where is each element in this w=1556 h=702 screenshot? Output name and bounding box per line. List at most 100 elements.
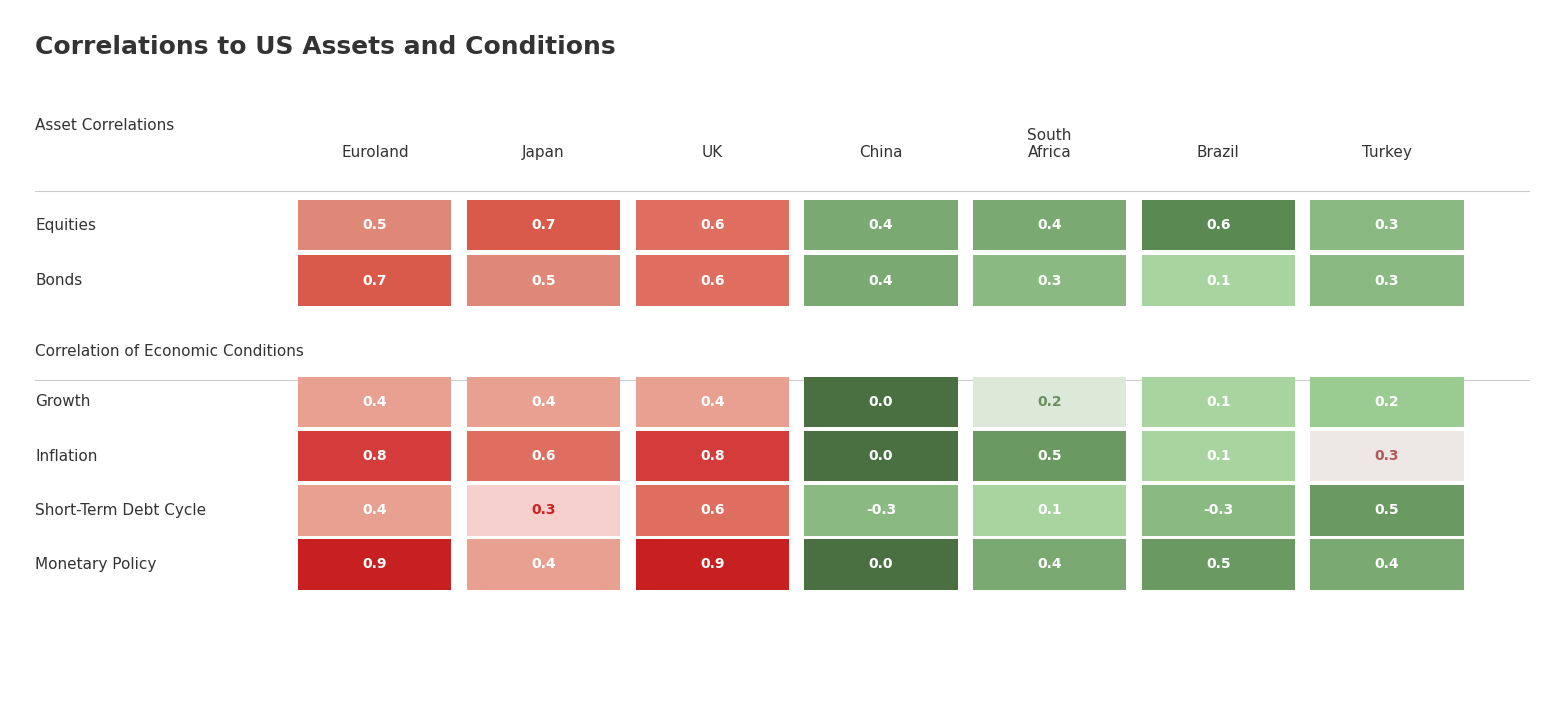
Text: 0.4: 0.4 [700, 395, 725, 409]
Text: Asset Correlations: Asset Correlations [36, 118, 174, 133]
Text: 0.5: 0.5 [363, 218, 387, 232]
Text: 0.4: 0.4 [363, 503, 387, 517]
FancyBboxPatch shape [299, 256, 451, 306]
Text: 0.3: 0.3 [531, 503, 555, 517]
FancyBboxPatch shape [635, 539, 789, 590]
Text: Brazil: Brazil [1197, 145, 1240, 160]
FancyBboxPatch shape [467, 256, 621, 306]
FancyBboxPatch shape [299, 431, 451, 482]
FancyBboxPatch shape [1142, 431, 1295, 482]
Text: -0.3: -0.3 [865, 503, 896, 517]
Text: 0.0: 0.0 [868, 449, 893, 463]
FancyBboxPatch shape [972, 485, 1127, 536]
Text: 0.3: 0.3 [1376, 274, 1399, 288]
FancyBboxPatch shape [804, 377, 957, 428]
FancyBboxPatch shape [972, 200, 1127, 251]
Text: Japan: Japan [523, 145, 565, 160]
Text: Correlation of Economic Conditions: Correlation of Economic Conditions [36, 343, 303, 359]
Text: Growth: Growth [36, 395, 90, 409]
FancyBboxPatch shape [972, 377, 1127, 428]
Text: 0.3: 0.3 [1376, 449, 1399, 463]
FancyBboxPatch shape [1142, 377, 1295, 428]
FancyBboxPatch shape [1310, 256, 1464, 306]
FancyBboxPatch shape [299, 200, 451, 251]
FancyBboxPatch shape [467, 377, 621, 428]
FancyBboxPatch shape [1142, 539, 1295, 590]
Text: Inflation: Inflation [36, 449, 98, 463]
Text: 0.7: 0.7 [363, 274, 387, 288]
FancyBboxPatch shape [1310, 485, 1464, 536]
Text: 0.4: 0.4 [1038, 218, 1061, 232]
Text: Bonds: Bonds [36, 273, 82, 288]
FancyBboxPatch shape [1310, 539, 1464, 590]
Text: 0.4: 0.4 [1374, 557, 1399, 571]
FancyBboxPatch shape [804, 485, 957, 536]
Text: 0.6: 0.6 [531, 449, 555, 463]
FancyBboxPatch shape [635, 377, 789, 428]
Text: Euroland: Euroland [341, 145, 409, 160]
Text: 0.6: 0.6 [700, 218, 725, 232]
FancyBboxPatch shape [635, 256, 789, 306]
Text: 0.9: 0.9 [363, 557, 387, 571]
Text: 0.5: 0.5 [1038, 449, 1061, 463]
Text: 0.3: 0.3 [1038, 274, 1061, 288]
Text: 0.4: 0.4 [868, 218, 893, 232]
Text: 0.8: 0.8 [363, 449, 387, 463]
Text: 0.6: 0.6 [700, 503, 725, 517]
FancyBboxPatch shape [972, 256, 1127, 306]
Text: 0.4: 0.4 [531, 557, 555, 571]
FancyBboxPatch shape [1310, 431, 1464, 482]
Text: Correlations to US Assets and Conditions: Correlations to US Assets and Conditions [36, 35, 616, 60]
FancyBboxPatch shape [804, 431, 957, 482]
FancyBboxPatch shape [299, 539, 451, 590]
Text: 0.4: 0.4 [363, 395, 387, 409]
FancyBboxPatch shape [1142, 485, 1295, 536]
FancyBboxPatch shape [467, 539, 621, 590]
FancyBboxPatch shape [972, 539, 1127, 590]
Text: 0.1: 0.1 [1206, 395, 1231, 409]
Text: 0.5: 0.5 [531, 274, 555, 288]
FancyBboxPatch shape [804, 539, 957, 590]
Text: 0.1: 0.1 [1206, 274, 1231, 288]
FancyBboxPatch shape [467, 200, 621, 251]
FancyBboxPatch shape [467, 485, 621, 536]
Text: -0.3: -0.3 [1203, 503, 1234, 517]
Text: 0.6: 0.6 [700, 274, 725, 288]
FancyBboxPatch shape [467, 431, 621, 482]
Text: 0.2: 0.2 [1374, 395, 1399, 409]
FancyBboxPatch shape [635, 200, 789, 251]
FancyBboxPatch shape [299, 485, 451, 536]
FancyBboxPatch shape [1310, 200, 1464, 251]
FancyBboxPatch shape [972, 431, 1127, 482]
FancyBboxPatch shape [804, 256, 957, 306]
Text: 0.4: 0.4 [531, 395, 555, 409]
Text: 0.0: 0.0 [868, 557, 893, 571]
Text: Short-Term Debt Cycle: Short-Term Debt Cycle [36, 503, 207, 517]
Text: 0.4: 0.4 [868, 274, 893, 288]
FancyBboxPatch shape [804, 200, 957, 251]
FancyBboxPatch shape [635, 431, 789, 482]
Text: 0.2: 0.2 [1038, 395, 1061, 409]
Text: 0.6: 0.6 [1206, 218, 1231, 232]
Text: 0.5: 0.5 [1206, 557, 1231, 571]
Text: 0.4: 0.4 [1038, 557, 1061, 571]
Text: China: China [859, 145, 902, 160]
FancyBboxPatch shape [299, 377, 451, 428]
Text: 0.9: 0.9 [700, 557, 725, 571]
FancyBboxPatch shape [635, 485, 789, 536]
Text: 0.5: 0.5 [1374, 503, 1399, 517]
Text: UK: UK [702, 145, 724, 160]
Text: South
Africa: South Africa [1027, 128, 1072, 160]
Text: 0.3: 0.3 [1376, 218, 1399, 232]
Text: Turkey: Turkey [1362, 145, 1411, 160]
Text: 0.1: 0.1 [1038, 503, 1061, 517]
Text: 0.1: 0.1 [1206, 449, 1231, 463]
Text: Monetary Policy: Monetary Policy [36, 557, 157, 572]
Text: 0.7: 0.7 [531, 218, 555, 232]
Text: 0.8: 0.8 [700, 449, 725, 463]
Text: 0.0: 0.0 [868, 395, 893, 409]
FancyBboxPatch shape [1142, 256, 1295, 306]
Text: Equities: Equities [36, 218, 96, 232]
FancyBboxPatch shape [1142, 200, 1295, 251]
FancyBboxPatch shape [1310, 377, 1464, 428]
